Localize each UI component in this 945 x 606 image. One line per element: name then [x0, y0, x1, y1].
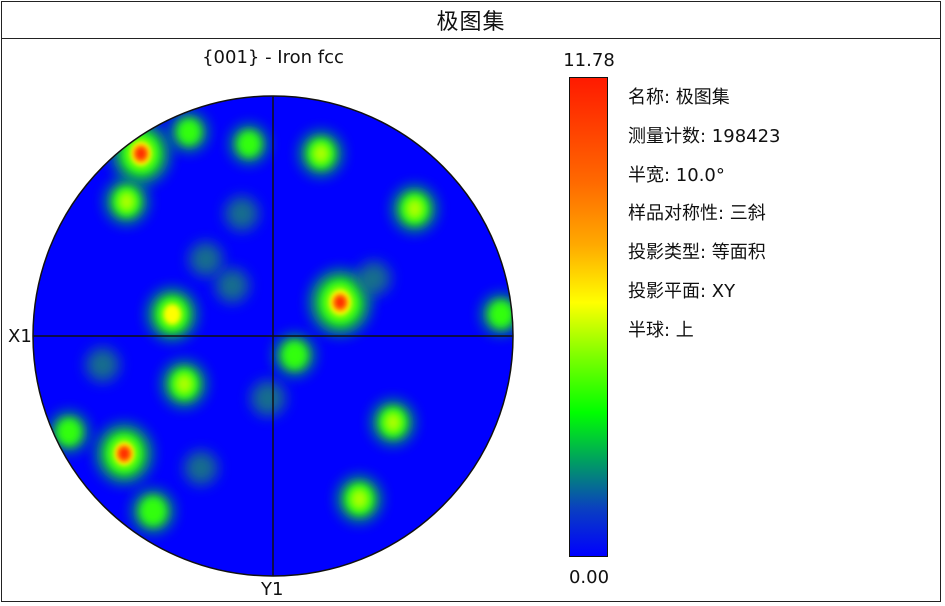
colorbar-max-label: 11.78 [563, 50, 615, 71]
info-sample-symmetry: 样品对称性: 三斜 [628, 203, 766, 225]
info-projection-plane: 投影平面: XY [628, 280, 736, 302]
pole-figure-title: {001} - Iron fcc [202, 47, 344, 68]
x1-axis-label: X1 [8, 326, 32, 347]
info-name: 名称: 极图集 [628, 87, 730, 108]
colorbar-min-label: 0.00 [568, 567, 610, 588]
window-header: 极图集 [1, 1, 941, 39]
info-measurement-count: 测量计数: 198423 [628, 125, 781, 147]
y1-axis-label: Y1 [261, 579, 284, 600]
info-hemisphere: 半球: 上 [628, 319, 694, 341]
info-projection-type: 投影类型: 等面积 [628, 242, 766, 264]
info-panel: 名称: 极图集 测量计数: 198423 半宽: 10.0° 样品对称性: 三斜… [628, 86, 781, 358]
colorbar [569, 77, 608, 557]
info-half-width: 半宽: 10.0° [628, 164, 725, 186]
window-title: 极图集 [436, 10, 506, 35]
